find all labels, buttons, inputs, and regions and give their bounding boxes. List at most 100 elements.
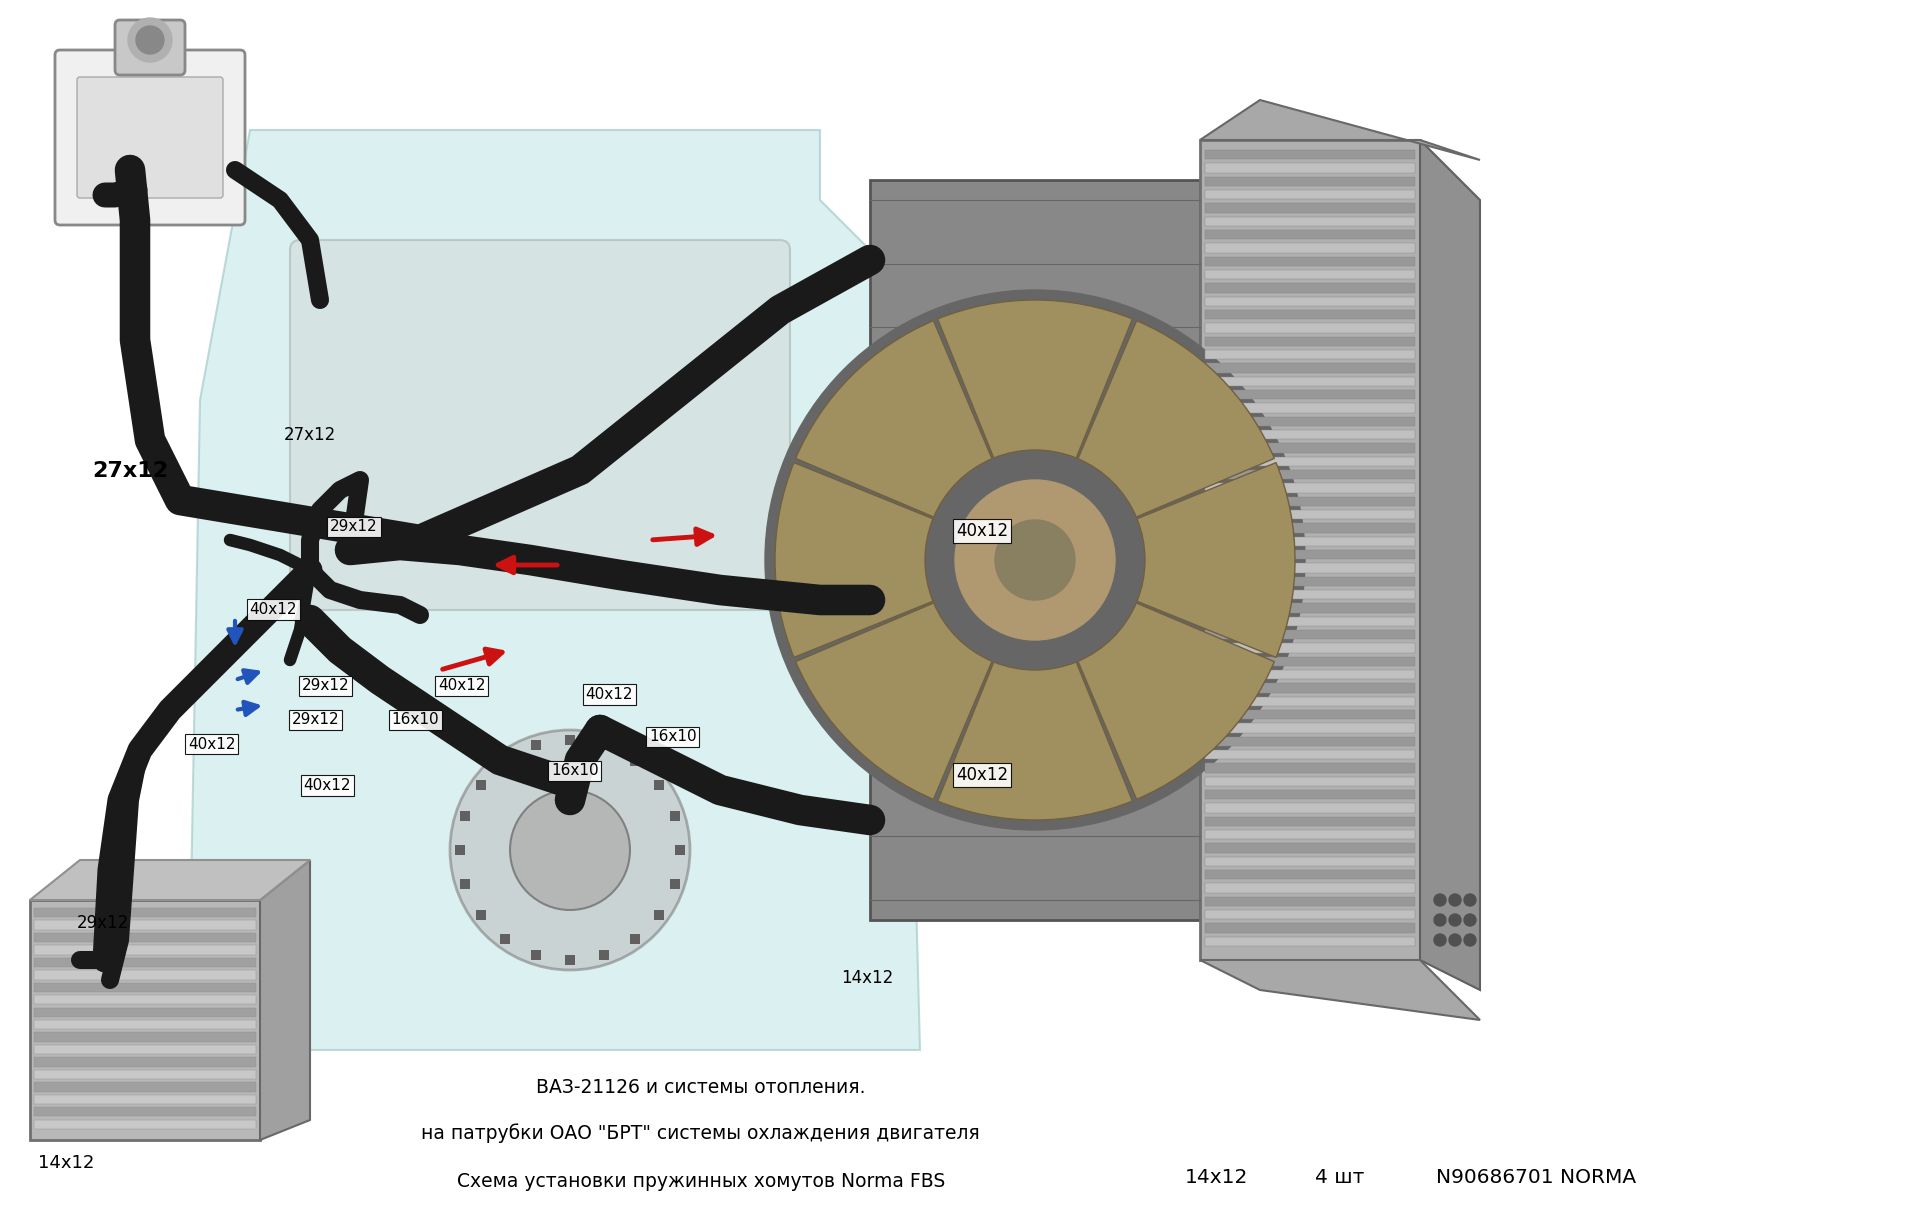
Bar: [1206, 577, 1415, 586]
Bar: [670, 811, 680, 821]
Bar: [35, 946, 255, 954]
Bar: [35, 1020, 255, 1029]
Bar: [35, 982, 255, 992]
Bar: [1206, 203, 1415, 212]
Text: 40х12: 40х12: [956, 522, 1008, 539]
Text: 27х12: 27х12: [92, 461, 169, 481]
Bar: [676, 845, 685, 855]
Text: ВАЗ-21126 и системы отопления.: ВАЗ-21126 и системы отопления.: [536, 1078, 866, 1097]
Bar: [1206, 817, 1415, 826]
Bar: [1206, 497, 1415, 506]
Bar: [1206, 724, 1415, 733]
Text: на патрубки ОАО "БРТ" системы охлаждения двигателя: на патрубки ОАО "БРТ" системы охлаждения…: [420, 1123, 981, 1142]
Circle shape: [1463, 894, 1476, 906]
Wedge shape: [1077, 320, 1275, 517]
Polygon shape: [1200, 100, 1480, 160]
Bar: [1206, 363, 1415, 373]
Bar: [35, 1045, 255, 1054]
Circle shape: [1434, 934, 1446, 946]
Bar: [1206, 191, 1415, 199]
Bar: [476, 781, 486, 790]
Bar: [455, 845, 465, 855]
Text: 40х12: 40х12: [303, 778, 351, 793]
Bar: [532, 741, 541, 750]
Text: 14х12: 14х12: [841, 970, 893, 987]
Bar: [35, 908, 255, 918]
Bar: [1206, 376, 1415, 386]
Bar: [630, 934, 639, 944]
Bar: [1206, 844, 1415, 852]
Circle shape: [1434, 914, 1446, 926]
Bar: [1206, 630, 1415, 640]
Bar: [1206, 164, 1415, 172]
Circle shape: [1450, 934, 1461, 946]
Text: 40х12: 40х12: [250, 602, 298, 617]
Circle shape: [1450, 894, 1461, 906]
Bar: [35, 970, 255, 980]
Bar: [1206, 216, 1415, 226]
Bar: [35, 995, 255, 1004]
Bar: [35, 1008, 255, 1017]
Text: 14х12: 14х12: [1185, 1168, 1248, 1187]
Bar: [1206, 283, 1415, 293]
Bar: [1206, 443, 1415, 453]
Bar: [630, 756, 639, 766]
Text: 14х12: 14х12: [38, 1155, 94, 1172]
Bar: [1206, 350, 1415, 359]
Polygon shape: [31, 860, 309, 900]
Wedge shape: [937, 662, 1133, 819]
Bar: [1206, 777, 1415, 785]
Circle shape: [449, 730, 689, 970]
Wedge shape: [937, 300, 1133, 458]
Bar: [1206, 937, 1415, 946]
Bar: [670, 879, 680, 889]
Bar: [1206, 510, 1415, 520]
Circle shape: [995, 520, 1075, 600]
Polygon shape: [190, 130, 920, 1050]
FancyBboxPatch shape: [77, 76, 223, 198]
Bar: [35, 1119, 255, 1129]
Bar: [564, 734, 574, 745]
Bar: [31, 900, 259, 1140]
Text: N90686701 NORMA: N90686701 NORMA: [1436, 1168, 1636, 1187]
Bar: [1206, 897, 1415, 906]
Wedge shape: [1077, 603, 1275, 799]
Bar: [501, 934, 511, 944]
Bar: [1206, 177, 1415, 186]
Bar: [476, 909, 486, 920]
Bar: [1206, 670, 1415, 680]
Bar: [1206, 910, 1415, 919]
Bar: [461, 879, 470, 889]
Bar: [1206, 323, 1415, 333]
Text: 40х12: 40х12: [188, 737, 236, 751]
Polygon shape: [259, 860, 309, 1140]
Bar: [461, 811, 470, 821]
Bar: [1206, 470, 1415, 480]
Bar: [1206, 523, 1415, 533]
Bar: [1206, 483, 1415, 493]
Bar: [1206, 256, 1415, 266]
Bar: [655, 781, 664, 790]
Bar: [1206, 430, 1415, 439]
Text: 40х12: 40х12: [438, 679, 486, 693]
Bar: [35, 958, 255, 968]
Text: 16х10: 16х10: [392, 713, 440, 727]
Bar: [1206, 924, 1415, 932]
Bar: [35, 920, 255, 930]
Bar: [35, 1095, 255, 1104]
Bar: [35, 1032, 255, 1042]
Bar: [1206, 456, 1415, 466]
Wedge shape: [795, 320, 993, 517]
Text: 40х12: 40х12: [956, 766, 1008, 783]
Circle shape: [511, 790, 630, 910]
Wedge shape: [795, 603, 993, 799]
Bar: [1206, 603, 1415, 613]
Bar: [1206, 229, 1415, 239]
Circle shape: [764, 290, 1306, 830]
Bar: [599, 741, 609, 750]
Bar: [1206, 550, 1415, 560]
Text: 29х12: 29х12: [330, 520, 378, 534]
Bar: [35, 1107, 255, 1117]
Bar: [35, 1057, 255, 1067]
Bar: [1206, 870, 1415, 879]
